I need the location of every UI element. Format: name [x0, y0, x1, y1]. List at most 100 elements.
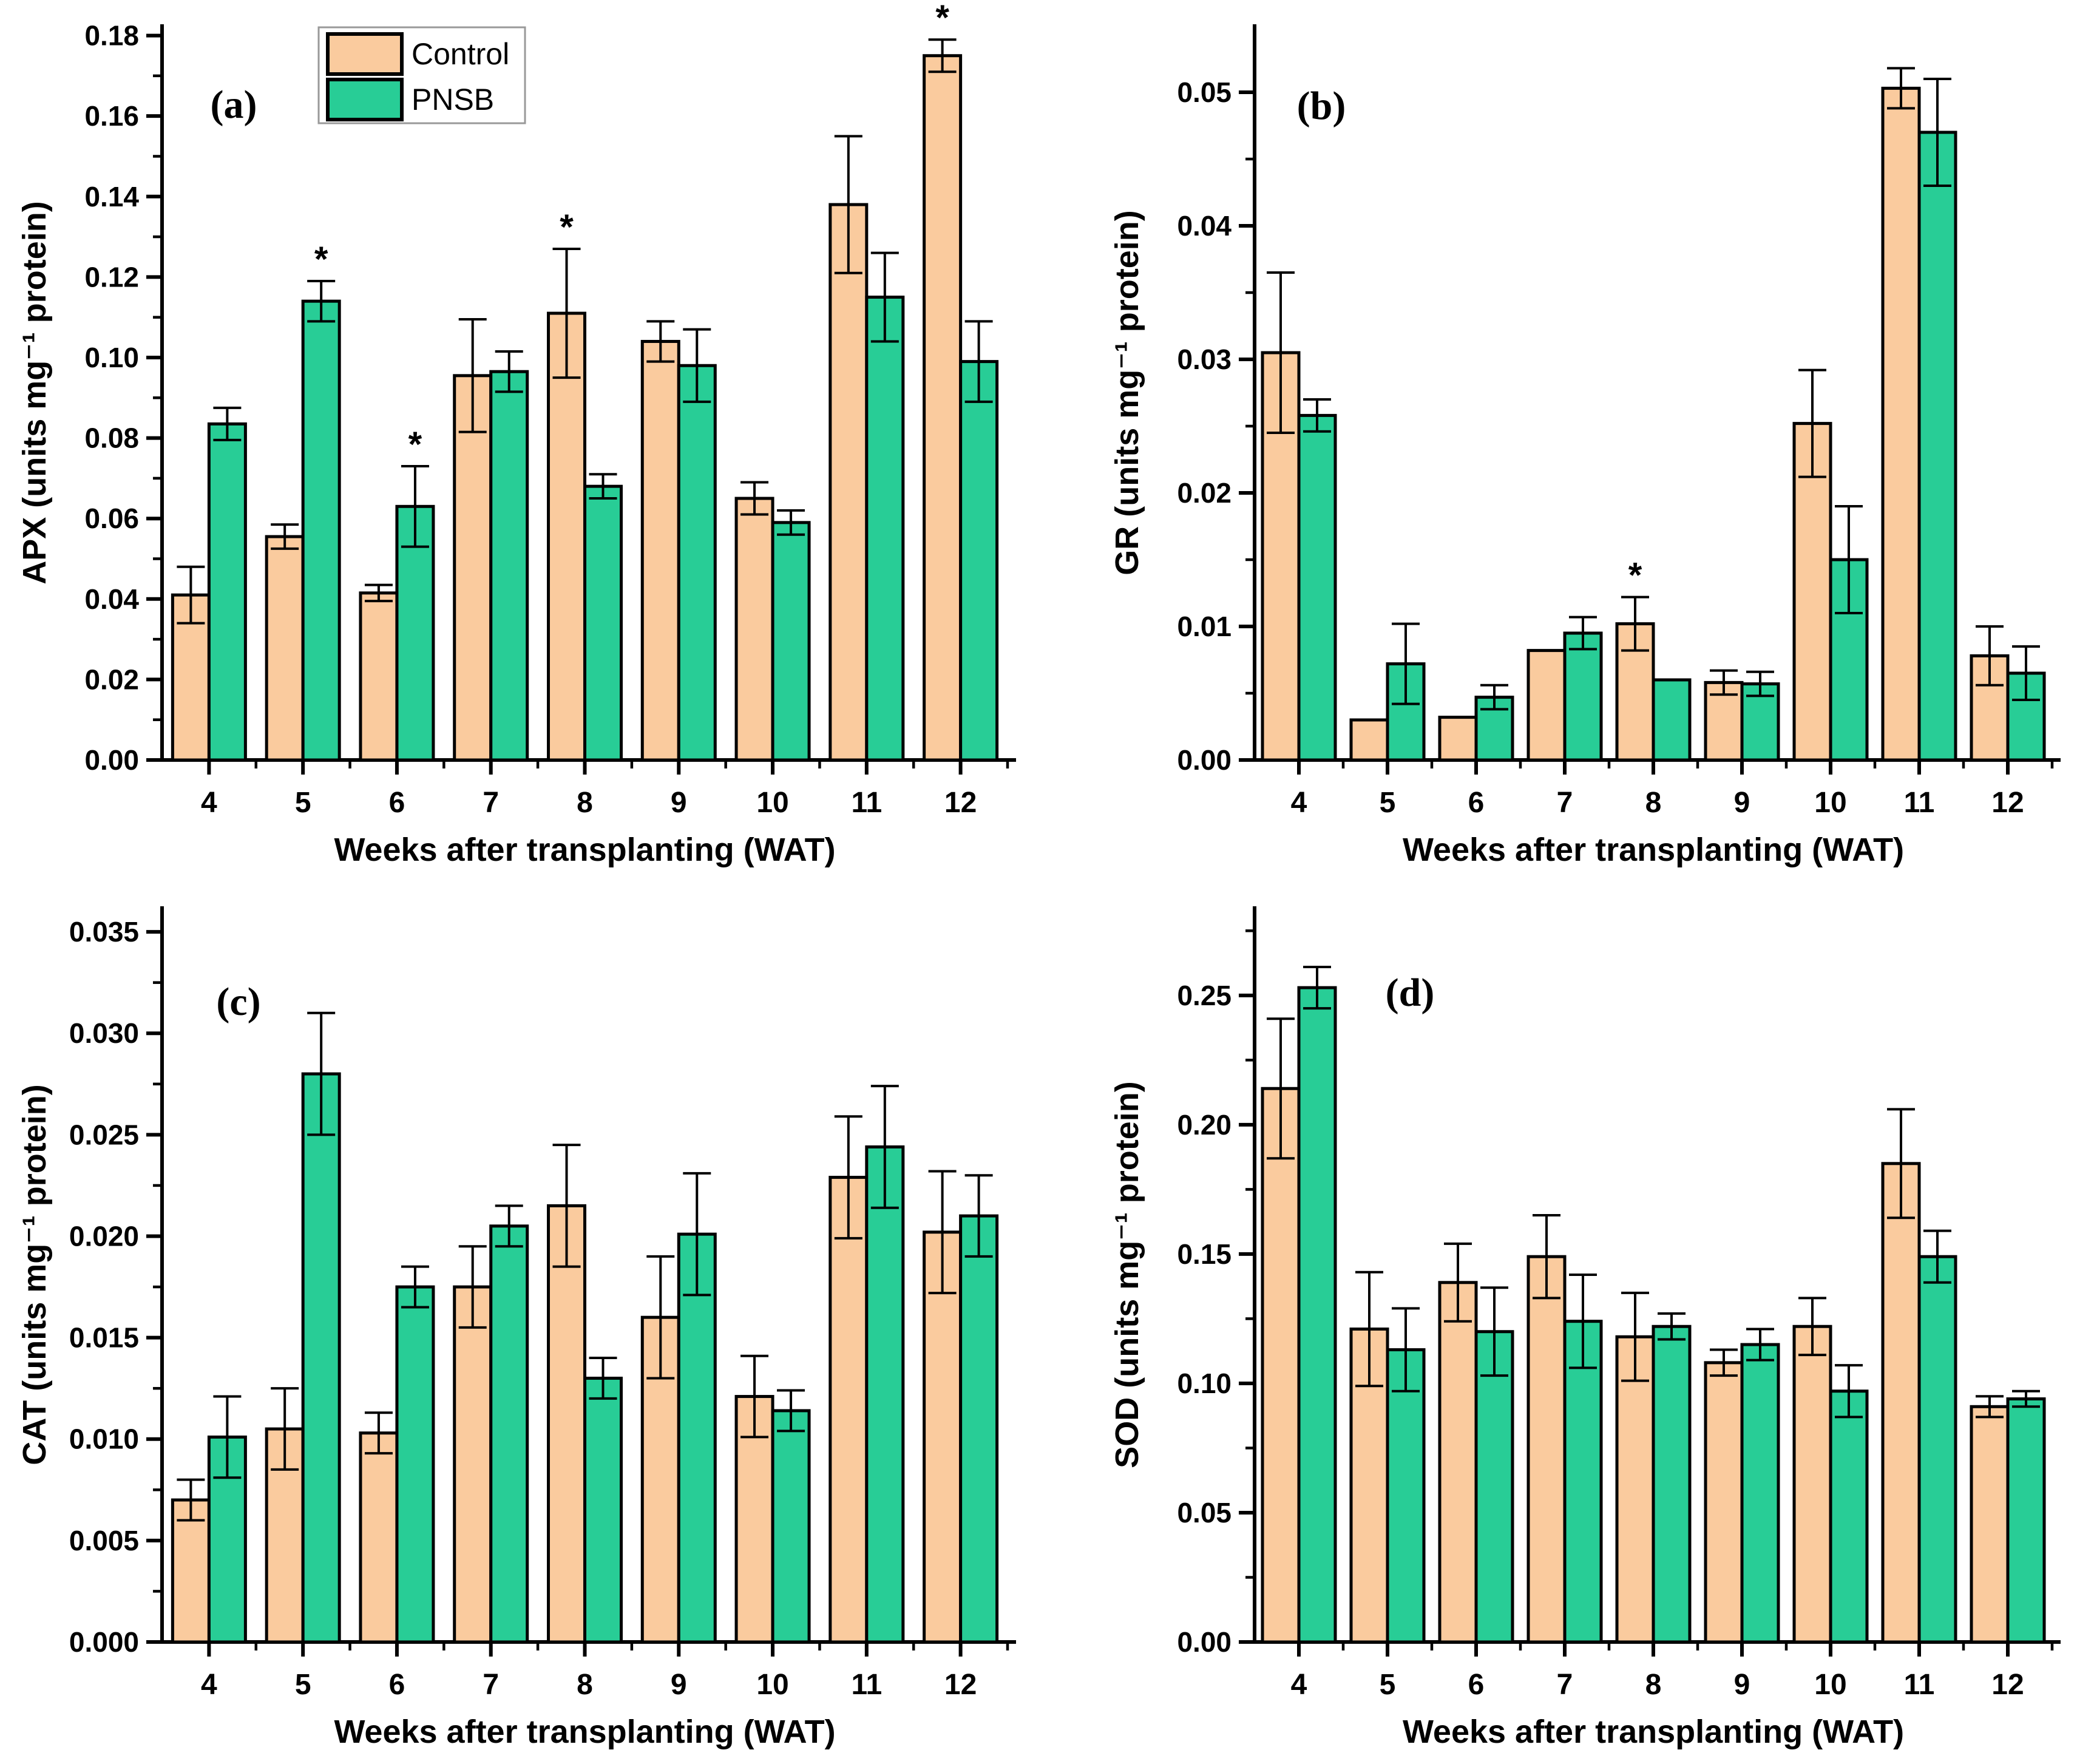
x-tick-label: 10: [1814, 1669, 1846, 1701]
y-tick-label: 0.010: [69, 1423, 139, 1455]
bar-control-wk6: [359, 591, 399, 762]
y-tick-label: 0.25: [1177, 980, 1232, 1011]
x-tick-label: 7: [483, 1669, 499, 1701]
bar-pnsb-wk8: [583, 1376, 623, 1644]
x-tick-label: 7: [1557, 1669, 1573, 1701]
x-tick-label: 5: [1380, 1669, 1396, 1701]
bar-control-wk7: [1526, 1255, 1567, 1644]
bar-pnsb-wk5: [1386, 1348, 1426, 1644]
panel-d-sod: 0.00 0.05 0.10 0.15 0.20 0.25 4 5 6 7 8 9 10 11 12 (d) S…: [1038, 882, 2077, 1764]
x-tick-label: 5: [295, 787, 311, 819]
x-axis-title: Weeks after transplanting (WAT): [1403, 1714, 1904, 1750]
x-tick-label: 9: [1734, 787, 1750, 819]
bar-pnsb-wk9: [677, 364, 717, 762]
panel-b-gr: 0.00 0.01 0.02 0.03 0.04 0.05 4 5 6 7 8 9 10 11 12 * (b)…: [1038, 0, 2077, 882]
panel-label: (d): [1386, 971, 1435, 1015]
x-tick-label: 6: [389, 1669, 405, 1701]
x-tick-label: 7: [1557, 787, 1573, 819]
bar-pnsb-wk11: [865, 296, 905, 762]
x-axis-title: Weeks after transplanting (WAT): [1403, 832, 1904, 868]
panel-label: (a): [211, 83, 257, 127]
panel-c-cat: 0.000 0.005 0.010 0.015 0.020 0.025 0.030 0.035…: [0, 882, 1038, 1764]
x-tick-label: 5: [295, 1669, 311, 1701]
bar-pnsb-wk4: [1297, 986, 1337, 1644]
bar-pnsb-wk12: [959, 360, 999, 762]
y-tick-label: 0.15: [1177, 1238, 1232, 1270]
x-tick-label: 11: [851, 1669, 882, 1701]
legend-label-control: Control: [412, 37, 509, 71]
y-tick-label: 0.16: [84, 100, 139, 132]
legend-swatch-pnsb: [326, 78, 404, 121]
bar-control-wk10: [1792, 422, 1832, 762]
x-tick-label: 4: [201, 787, 217, 819]
legend-label-pnsb: PNSB: [412, 83, 494, 117]
significance-asterisk: *: [935, 0, 949, 38]
bar-pnsb-wk7: [1563, 1320, 1603, 1644]
bar-control-wk4: [1261, 1087, 1301, 1644]
bar-control-wk12: [923, 1230, 963, 1644]
x-tick-label: 8: [1645, 1669, 1662, 1701]
x-tick-label: 10: [756, 1669, 788, 1701]
y-tick-label: 0.020: [69, 1220, 139, 1252]
legend: Control PNSB: [317, 26, 526, 124]
y-tick-label: 0.02: [84, 663, 139, 695]
y-tick-label: 0.02: [1177, 477, 1232, 509]
x-tick-label: 4: [201, 1669, 217, 1701]
bar-pnsb-wk11: [865, 1145, 905, 1644]
bar-pnsb-wk6: [395, 1285, 435, 1644]
bar-pnsb-wk8: [583, 484, 623, 762]
x-tick-label: 10: [756, 787, 788, 819]
apx-bar-chart: 0.00 0.02 0.04 0.06 0.08 0.10 0.12 0.14 0.16 0.18…: [16, 0, 1016, 868]
bar-pnsb-wk12: [2006, 1397, 2046, 1644]
bar-control-wk6: [359, 1431, 399, 1644]
bar-pnsb-wk8: [1652, 678, 1692, 762]
y-tick-label: 0.18: [84, 20, 139, 52]
panel-label: (c): [216, 980, 260, 1024]
bar-control-wk7: [1526, 649, 1567, 762]
x-tick-label: 4: [1291, 787, 1307, 819]
y-tick-label: 0.20: [1177, 1109, 1232, 1141]
y-axis-title: SOD (units mg⁻¹ protein): [1109, 1081, 1145, 1468]
y-axis-title: APX (units mg⁻¹ protein): [16, 201, 53, 584]
bar-pnsb-wk10: [1829, 1389, 1869, 1644]
y-tick-label: 0.10: [84, 342, 139, 373]
bar-pnsb-wk9: [1740, 1343, 1780, 1644]
bar-pnsb-wk12: [959, 1214, 999, 1644]
y-tick-label: 0.06: [84, 503, 139, 534]
bar-pnsb-wk8: [1652, 1325, 1692, 1644]
bar-pnsb-wk10: [771, 521, 811, 762]
bar-control-wk11: [1881, 1162, 1921, 1644]
bar-pnsb-wk5: [301, 1072, 341, 1644]
bar-pnsb-wk4: [1297, 413, 1337, 762]
bar-control-wk11: [828, 1176, 869, 1644]
x-tick-label: 12: [1991, 1669, 2024, 1701]
x-tick-label: 12: [944, 787, 977, 819]
x-axis-title: Weeks after transplanting (WAT): [334, 832, 835, 868]
bar-pnsb-wk6: [395, 504, 435, 762]
x-tick-label: 6: [389, 787, 405, 819]
bar-control-wk6: [1438, 1281, 1478, 1644]
x-tick-label: 7: [483, 787, 499, 819]
y-tick-label: 0.025: [69, 1119, 139, 1150]
x-tick-label: 6: [1468, 787, 1485, 819]
bar-pnsb-wk12: [2006, 671, 2046, 762]
x-tick-label: 12: [944, 1669, 977, 1701]
y-axis-title: CAT (units mg⁻¹ protein): [16, 1084, 53, 1465]
y-tick-label: 0.04: [84, 583, 139, 615]
y-tick-label: 0.00: [1177, 1626, 1232, 1658]
x-tick-label: 12: [1991, 787, 2024, 819]
x-tick-label: 8: [1645, 787, 1662, 819]
x-tick-label: 5: [1380, 787, 1396, 819]
significance-asterisk: *: [560, 208, 574, 247]
bar-control-wk6: [1438, 716, 1478, 762]
x-tick-label: 11: [1904, 1669, 1935, 1701]
panel-a-apx: 0.00 0.02 0.04 0.06 0.08 0.10 0.12 0.14 0.16 0.18…: [0, 0, 1038, 882]
bar-control-wk10: [1792, 1325, 1832, 1644]
y-tick-label: 0.035: [69, 916, 139, 948]
bar-pnsb-wk5: [301, 299, 341, 762]
y-tick-label: 0.14: [84, 181, 139, 212]
bar-control-wk5: [1349, 718, 1389, 762]
bar-pnsb-wk11: [1917, 1255, 1957, 1644]
y-tick-label: 0.00: [1177, 744, 1232, 776]
